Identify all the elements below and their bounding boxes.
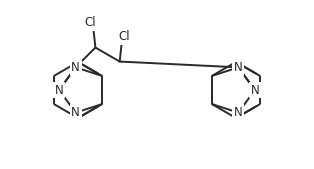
Text: N: N [251,83,259,96]
Text: Cl: Cl [84,16,96,29]
Text: N: N [71,61,80,74]
Text: Cl: Cl [119,30,131,43]
Text: N: N [55,83,63,96]
Text: N: N [71,106,80,119]
Text: N: N [234,106,243,119]
Text: N: N [234,61,243,74]
